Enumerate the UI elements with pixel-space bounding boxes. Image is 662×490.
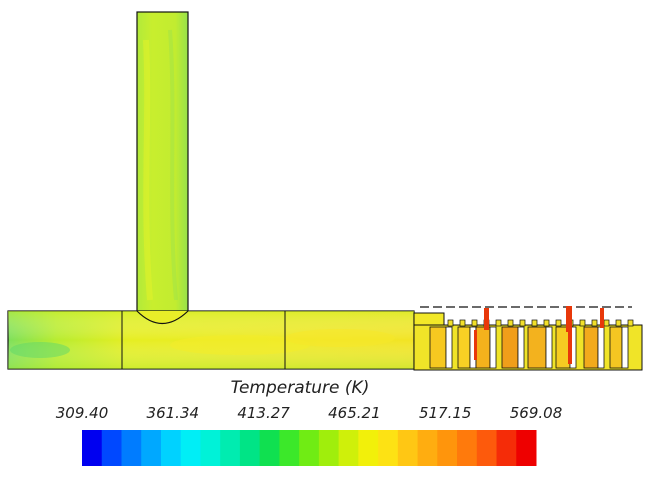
legend-color-swatch	[338, 430, 359, 466]
channel-cell	[527, 326, 547, 369]
vertical-pipe	[136, 11, 189, 313]
channel-gap	[489, 326, 497, 369]
channel-cell	[609, 326, 623, 369]
legend-color-swatch	[82, 430, 103, 466]
channel-nub	[627, 319, 634, 327]
legend-tick-label: 517.15	[418, 404, 472, 422]
legend-color-swatch	[220, 430, 241, 466]
legend-color-swatch	[318, 430, 340, 466]
legend-color-swatch	[160, 430, 182, 466]
channel-cell	[555, 326, 571, 369]
channel-nub	[507, 319, 514, 327]
hot-plume	[566, 306, 572, 332]
legend-color-swatch	[299, 430, 320, 466]
channel-cell	[457, 326, 471, 369]
legend-color-swatch	[397, 430, 419, 466]
legend-color-swatch	[417, 430, 438, 466]
legend-tick-label: 309.40	[55, 404, 109, 422]
legend-color-swatch	[457, 430, 478, 466]
hot-plume	[600, 308, 604, 328]
legend-color-swatch	[437, 430, 458, 466]
channel-nub	[591, 319, 598, 327]
legend-color-swatch	[259, 430, 280, 466]
legend-color-swatch	[200, 430, 221, 466]
legend-color-swatch	[279, 430, 300, 466]
horizontal-duct	[7, 310, 415, 370]
channel-nub	[495, 319, 502, 327]
channel-gap	[621, 326, 629, 369]
legend-color-swatch	[516, 430, 537, 466]
channel-nub	[615, 319, 622, 327]
channel-nub	[543, 319, 550, 327]
channel-nub	[471, 319, 478, 327]
legend-color-swatch	[239, 430, 261, 466]
channel-gap	[445, 326, 453, 369]
heated-channel-array	[413, 306, 643, 371]
legend-color-swatch	[180, 430, 201, 466]
channel-nub	[579, 319, 586, 327]
hot-plume	[484, 308, 489, 330]
channel-nub	[531, 319, 538, 327]
channel-cell	[583, 326, 599, 369]
channel-nub	[555, 319, 562, 327]
legend-color-swatch	[121, 430, 142, 466]
legend-tick-label: 465.21	[328, 404, 381, 422]
legend-color-swatch	[358, 430, 379, 466]
channel-cell	[475, 326, 491, 369]
channel-cell	[501, 326, 519, 369]
legend-color-swatch	[476, 430, 498, 466]
legend-color-swatch	[378, 430, 399, 466]
legend-tick-label: 569.08	[509, 404, 563, 422]
legend-color-swatch	[141, 430, 162, 466]
channel-nub	[519, 319, 526, 327]
channel-cell	[429, 326, 447, 369]
channel-gap	[517, 326, 525, 369]
channel-nub	[459, 319, 466, 327]
channel-nub	[447, 319, 454, 327]
channel-gap	[597, 326, 605, 369]
channel-gap	[545, 326, 553, 369]
legend-color-swatch	[496, 430, 517, 466]
legend-title: Temperature (K)	[230, 378, 370, 398]
hot-plume	[474, 330, 477, 360]
legend-color-swatch	[101, 430, 122, 466]
legend-tick-label: 413.27	[237, 404, 290, 422]
hot-plume	[568, 330, 572, 364]
channel-nub	[603, 319, 610, 327]
legend-tick-label: 361.34	[146, 404, 200, 422]
